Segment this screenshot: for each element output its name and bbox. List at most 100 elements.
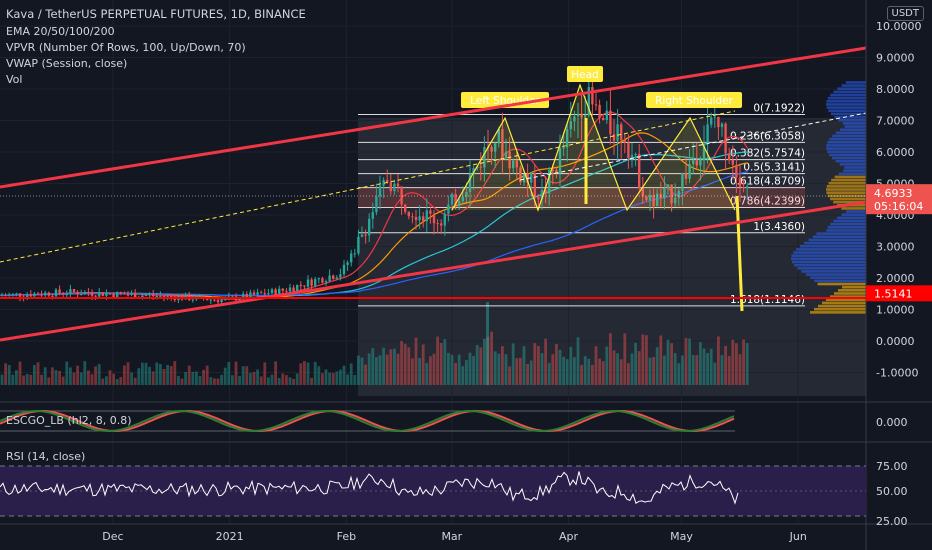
volume-bar	[328, 372, 331, 385]
vp-row	[830, 112, 866, 116]
volume-bar	[141, 362, 144, 385]
volume-bar	[493, 351, 497, 385]
vp-row	[830, 93, 866, 97]
volume-bar	[137, 368, 141, 385]
candle-body	[630, 155, 634, 159]
volume-bar	[76, 365, 79, 385]
volume-bar	[724, 345, 727, 385]
volume-bar	[677, 363, 681, 385]
candle-body	[548, 169, 551, 194]
candle-body	[555, 169, 558, 173]
volume-bar	[508, 366, 511, 385]
candle-body	[400, 186, 403, 205]
vp-row	[834, 115, 866, 119]
volume-bar	[591, 364, 594, 385]
indicator-vol[interactable]: Vol	[6, 73, 23, 86]
y-tick-label: 1.0000	[876, 304, 915, 317]
candle-body	[368, 218, 371, 236]
x-tick-label: Dec	[102, 530, 123, 543]
candle-body	[274, 289, 277, 295]
vp-row	[843, 169, 866, 172]
volume-bar	[382, 347, 385, 385]
y-tick-label: 3.0000	[876, 241, 915, 254]
candle-body	[130, 293, 133, 295]
candle-body	[242, 293, 245, 299]
indicator-ema[interactable]: EMA 20/50/100/200	[6, 25, 115, 38]
vp-row	[799, 244, 866, 248]
upper-trendline[interactable]	[0, 46, 867, 189]
volume-bar	[551, 354, 555, 385]
volume-bar	[299, 363, 303, 385]
candle-body	[191, 299, 194, 301]
vp-row	[818, 304, 866, 308]
volume-bar	[159, 364, 162, 385]
dashed-yellow-line	[0, 110, 736, 263]
volume-bar	[691, 355, 695, 385]
candle-body	[573, 116, 576, 122]
dashed-white-line	[519, 112, 867, 181]
y-tick-label: 2.0000	[876, 272, 915, 285]
volume-bar	[504, 354, 508, 385]
volume-bar	[432, 353, 436, 385]
escgo-label[interactable]: ESCGO_LB (hl2, 8, 0.8)	[6, 414, 132, 427]
volume-bar	[317, 366, 321, 385]
rsi-label[interactable]: RSI (14, close)	[6, 450, 86, 463]
volume-bar	[195, 371, 198, 385]
volume-bar	[47, 377, 51, 385]
volume-bar	[731, 339, 735, 385]
vp-row	[826, 191, 866, 194]
candle-body	[288, 287, 292, 292]
y-tick-label: 6.0000	[876, 146, 915, 159]
volume-bar	[411, 358, 414, 385]
candle-body	[213, 299, 216, 301]
lower-trendline[interactable]	[0, 200, 867, 342]
volume-bar	[403, 343, 407, 385]
candle-body	[353, 253, 356, 255]
last-price-text: 4.6933	[874, 187, 913, 200]
volume-bar	[537, 345, 540, 385]
candle-body	[342, 264, 346, 275]
candle-body	[432, 213, 436, 224]
candle-body	[580, 113, 583, 118]
candle-body	[260, 292, 263, 294]
volume-bar	[612, 350, 616, 385]
vp-row	[827, 140, 866, 144]
candle-body	[551, 169, 554, 171]
candle-body	[252, 292, 256, 295]
vp-row	[839, 163, 866, 166]
volume-bar	[166, 364, 169, 385]
candle-body	[4, 295, 7, 297]
volume-bar	[115, 378, 119, 385]
candle-body	[454, 193, 457, 207]
fib-label: 1.618(1.1146)	[730, 294, 805, 306]
indicator-vwap[interactable]: VWAP (Session, close)	[6, 57, 128, 70]
volume-bar	[648, 357, 652, 385]
volume-bar	[375, 357, 378, 385]
candle-body	[141, 295, 144, 298]
candle-body	[414, 217, 418, 221]
vp-row	[833, 219, 866, 223]
volume-bar	[241, 366, 245, 385]
candle-body	[638, 153, 641, 189]
volume-bar	[393, 348, 396, 385]
vp-row	[827, 96, 866, 100]
volume-bar	[562, 356, 565, 385]
candle-body	[112, 293, 115, 298]
currency-button[interactable]: USDT	[886, 6, 924, 21]
volume-bar	[292, 378, 295, 385]
candle-body	[29, 294, 32, 297]
indicator-vpvr[interactable]: VPVR (Number Of Rows, 100, Up/Down, 70)	[6, 41, 246, 54]
candle-body	[105, 293, 108, 296]
vp-row	[842, 122, 866, 125]
candle-body	[94, 295, 97, 297]
volume-bar	[90, 374, 94, 385]
volume-bar	[209, 377, 213, 385]
volume-bar	[414, 337, 418, 385]
candle-body	[357, 236, 360, 254]
candle-body	[627, 142, 630, 159]
candle-body	[220, 299, 223, 303]
candle-body	[695, 160, 698, 166]
vp-row	[812, 235, 866, 239]
volume-bar	[295, 373, 299, 385]
